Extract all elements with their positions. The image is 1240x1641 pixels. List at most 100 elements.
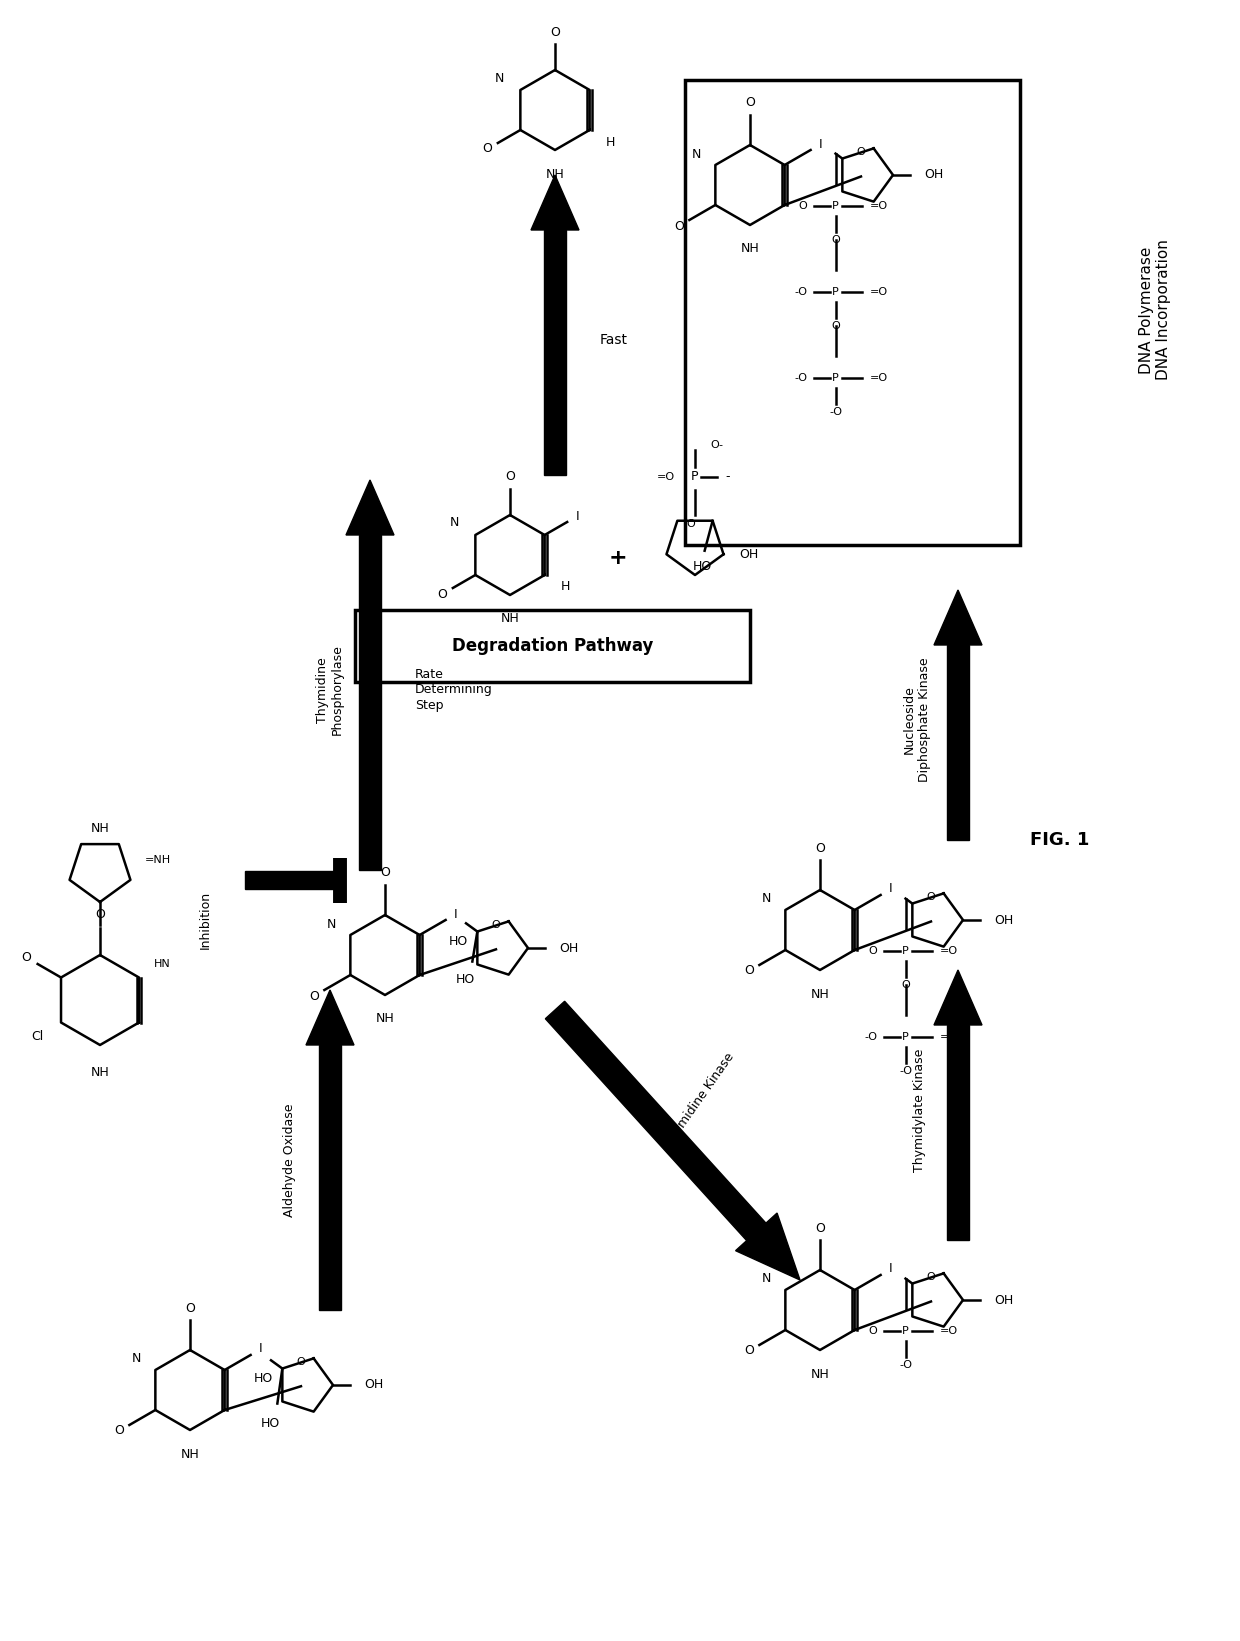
FancyBboxPatch shape — [684, 80, 1021, 545]
Text: O: O — [745, 97, 755, 110]
Text: O: O — [95, 907, 105, 921]
Polygon shape — [947, 645, 968, 840]
Text: NH: NH — [811, 1367, 830, 1380]
Text: =O: =O — [869, 200, 888, 210]
Text: O: O — [687, 519, 696, 528]
Text: P: P — [832, 287, 839, 297]
Text: O: O — [869, 945, 878, 955]
Text: -O: -O — [864, 1032, 878, 1042]
Text: OH: OH — [559, 942, 578, 955]
Text: O: O — [926, 893, 935, 903]
Text: =O: =O — [940, 1032, 957, 1042]
Text: =NH: =NH — [145, 855, 171, 865]
Polygon shape — [934, 970, 982, 1026]
Text: O: O — [491, 921, 501, 930]
Polygon shape — [360, 535, 381, 870]
Text: NH: NH — [181, 1447, 200, 1460]
Polygon shape — [346, 481, 394, 535]
Text: O: O — [799, 200, 807, 210]
Text: N: N — [761, 1272, 771, 1285]
Text: Inhibition: Inhibition — [198, 891, 212, 948]
Text: Aldehyde Oxidase: Aldehyde Oxidase — [284, 1103, 296, 1216]
Text: I: I — [575, 509, 579, 522]
Text: HO: HO — [693, 560, 712, 573]
Text: HO: HO — [449, 935, 467, 948]
Text: HO: HO — [253, 1372, 273, 1385]
Text: NH: NH — [501, 612, 520, 625]
Text: HO: HO — [456, 973, 475, 986]
Text: O: O — [185, 1301, 195, 1314]
Text: Degradation Pathway: Degradation Pathway — [451, 637, 653, 655]
Text: Thymidine Kinase: Thymidine Kinase — [662, 1050, 738, 1149]
Text: =O: =O — [940, 1326, 957, 1336]
Text: =O: =O — [869, 373, 888, 382]
Text: O: O — [857, 148, 866, 158]
Text: O-: O- — [711, 440, 723, 450]
Text: I: I — [454, 907, 458, 921]
Polygon shape — [531, 176, 579, 230]
Text: O: O — [482, 143, 492, 156]
Text: N: N — [495, 72, 505, 84]
Text: OH: OH — [924, 169, 944, 182]
Text: P: P — [903, 1032, 909, 1042]
Text: Rate
Determining
Step: Rate Determining Step — [415, 668, 492, 712]
Text: -O: -O — [899, 1360, 913, 1370]
Text: FIG. 1: FIG. 1 — [1030, 830, 1090, 848]
Polygon shape — [546, 1001, 766, 1241]
Text: O: O — [926, 1272, 935, 1282]
Text: I: I — [259, 1342, 263, 1355]
Text: -O: -O — [830, 407, 842, 417]
Text: -O: -O — [899, 1065, 913, 1075]
Text: DNA Polymerase
DNA Incorporation: DNA Polymerase DNA Incorporation — [1138, 240, 1172, 381]
Text: P: P — [691, 471, 699, 484]
Text: O: O — [551, 26, 560, 38]
Text: =O: =O — [657, 473, 675, 482]
Text: O: O — [744, 965, 754, 978]
Text: NH: NH — [740, 243, 759, 256]
Text: N: N — [692, 148, 701, 161]
Text: O: O — [381, 866, 389, 880]
Text: N: N — [326, 917, 336, 930]
Text: I: I — [889, 883, 893, 896]
Text: O: O — [831, 320, 839, 330]
Text: O: O — [901, 980, 910, 990]
Text: +: + — [609, 548, 627, 568]
Text: P: P — [903, 945, 909, 955]
Text: O: O — [505, 471, 515, 484]
Text: Fast: Fast — [600, 333, 627, 346]
Text: P: P — [832, 373, 839, 382]
Text: O: O — [114, 1424, 124, 1438]
Text: -O: -O — [795, 373, 807, 382]
Text: O: O — [815, 842, 825, 855]
Polygon shape — [306, 990, 353, 1045]
Polygon shape — [947, 1026, 968, 1241]
Text: H: H — [560, 581, 570, 594]
Text: NH: NH — [91, 1065, 109, 1078]
Text: O: O — [831, 235, 839, 245]
FancyBboxPatch shape — [355, 610, 750, 683]
Text: OH: OH — [993, 914, 1013, 927]
Text: NH: NH — [546, 167, 564, 181]
Text: I: I — [820, 138, 823, 151]
Text: -O: -O — [795, 287, 807, 297]
Text: P: P — [832, 200, 839, 210]
Text: H: H — [605, 136, 615, 148]
Text: O: O — [869, 1326, 878, 1336]
Polygon shape — [934, 591, 982, 645]
Text: =O: =O — [869, 287, 888, 297]
Text: N: N — [761, 893, 771, 906]
Text: P: P — [903, 1326, 909, 1336]
Text: -: - — [725, 471, 729, 484]
Polygon shape — [246, 871, 340, 889]
Polygon shape — [735, 1213, 800, 1280]
Text: =O: =O — [940, 945, 957, 955]
Text: Nucleoside
Diphosphate Kinase: Nucleoside Diphosphate Kinase — [903, 658, 931, 783]
Text: O: O — [438, 587, 448, 601]
Text: I: I — [889, 1262, 893, 1275]
Text: O: O — [744, 1344, 754, 1357]
Text: O: O — [309, 990, 319, 1003]
Text: NH: NH — [376, 1012, 394, 1026]
Text: N: N — [131, 1352, 141, 1365]
Text: NH: NH — [811, 988, 830, 1001]
Polygon shape — [544, 230, 565, 474]
